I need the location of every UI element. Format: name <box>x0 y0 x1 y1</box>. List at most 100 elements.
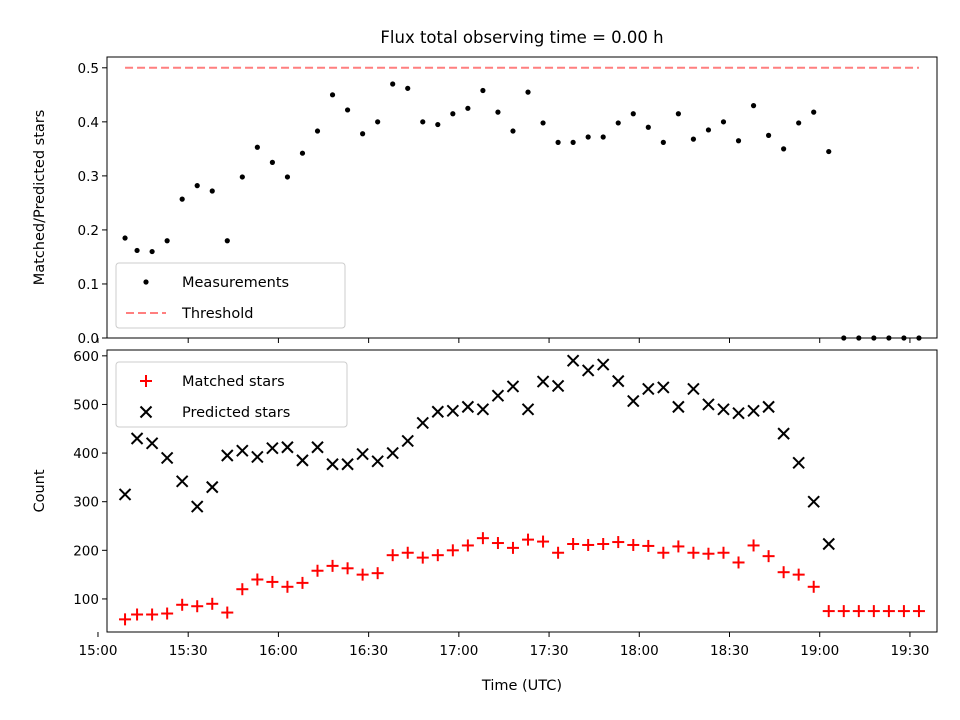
legend-marker <box>140 375 152 387</box>
data-point <box>615 120 621 126</box>
data-point <box>360 131 366 137</box>
top-panel: 0.0 0.1 0.2 0.3 0.4 0.5 Matched/Predicted star… <box>32 56 938 347</box>
legend-box <box>115 262 346 329</box>
data-point <box>672 540 685 553</box>
data-point <box>657 546 670 559</box>
data-point <box>284 174 291 180</box>
data-point <box>555 139 561 145</box>
x-axis-label: Time (UTC) <box>481 678 562 694</box>
data-point <box>491 389 505 402</box>
x-tick-label: 17:00 <box>439 643 478 659</box>
data-point <box>251 573 264 586</box>
data-point <box>461 400 475 414</box>
data-point <box>807 495 820 508</box>
data-point <box>796 120 802 126</box>
data-point <box>435 121 441 128</box>
bottom-panel: 100 200 300 400 500 600 15:00 15:30 16:00 16:30 17… <box>32 349 938 694</box>
legend-marker <box>143 279 149 285</box>
data-point <box>702 547 715 560</box>
data-point <box>311 441 324 454</box>
data-point <box>251 450 264 464</box>
series-matched-stars <box>119 532 925 626</box>
legend-label: Threshold <box>181 306 253 322</box>
series-measurements <box>122 81 922 341</box>
x-b <box>446 404 460 417</box>
data-point <box>705 127 712 133</box>
data-point <box>675 111 681 117</box>
data-point <box>765 132 772 138</box>
data-point <box>837 605 850 618</box>
data-point <box>566 354 580 367</box>
data-point <box>597 537 610 550</box>
x-b <box>191 500 204 513</box>
data-point <box>314 128 321 134</box>
x-b <box>747 404 760 417</box>
x-b <box>612 374 625 388</box>
data-point <box>149 248 155 255</box>
data-point <box>401 546 414 559</box>
x-b <box>341 458 354 471</box>
data-point <box>612 374 625 388</box>
data-point <box>386 549 399 562</box>
data-point <box>311 564 324 577</box>
data-point <box>672 400 685 414</box>
data-point <box>266 442 279 455</box>
data-point <box>792 568 805 581</box>
x-b <box>139 405 153 419</box>
y-tick-label: 0.1 <box>78 277 99 293</box>
x-tick-label: 19:30 <box>890 643 929 659</box>
y-tick-label: 500 <box>73 397 99 413</box>
axes-frame <box>106 349 938 633</box>
data-point <box>326 559 339 572</box>
data-point <box>762 400 775 414</box>
x-b <box>642 382 655 396</box>
data-point <box>431 405 445 418</box>
data-point <box>897 605 910 618</box>
data-point <box>630 111 636 117</box>
data-point <box>416 551 429 564</box>
legend-label: Predicted stars <box>182 405 290 421</box>
x-b <box>386 446 399 460</box>
data-point <box>191 600 204 613</box>
data-point <box>841 335 847 341</box>
data-point <box>160 451 174 465</box>
y-tick-label: 100 <box>73 592 99 608</box>
x-tick-label: 18:00 <box>620 643 659 659</box>
x-b <box>521 403 535 416</box>
data-point <box>206 480 219 494</box>
x-tick-label: 19:00 <box>800 643 839 659</box>
data-point <box>540 120 546 126</box>
x-b <box>702 398 715 411</box>
data-point <box>660 139 666 145</box>
data-point <box>781 146 787 152</box>
data-point <box>762 550 775 563</box>
data-point <box>131 608 144 621</box>
x-tick-label: 16:30 <box>349 643 388 659</box>
data-point <box>134 247 140 254</box>
y-tick-label: 400 <box>73 446 99 462</box>
data-point <box>735 138 742 144</box>
x-b <box>236 444 249 457</box>
data-point <box>567 537 580 550</box>
x-b <box>476 403 490 416</box>
data-point <box>506 541 519 554</box>
y-tick-label: 0.3 <box>78 169 99 185</box>
data-point <box>431 549 444 562</box>
y-tick-label: 0.2 <box>78 223 99 239</box>
x-b <box>461 400 475 414</box>
legend-box <box>115 361 348 428</box>
data-point <box>476 403 490 416</box>
data-point <box>401 434 414 448</box>
data-point <box>239 174 245 180</box>
x-b <box>777 427 790 440</box>
data-point <box>642 539 655 552</box>
data-point <box>521 403 535 416</box>
y-tick-label: 0.4 <box>78 115 99 131</box>
data-point <box>122 235 128 241</box>
x-b <box>792 456 805 470</box>
x-b <box>551 379 565 393</box>
data-point <box>570 139 576 145</box>
data-point <box>552 546 565 559</box>
y-axis-label: Count <box>32 469 48 512</box>
data-point <box>585 134 591 140</box>
